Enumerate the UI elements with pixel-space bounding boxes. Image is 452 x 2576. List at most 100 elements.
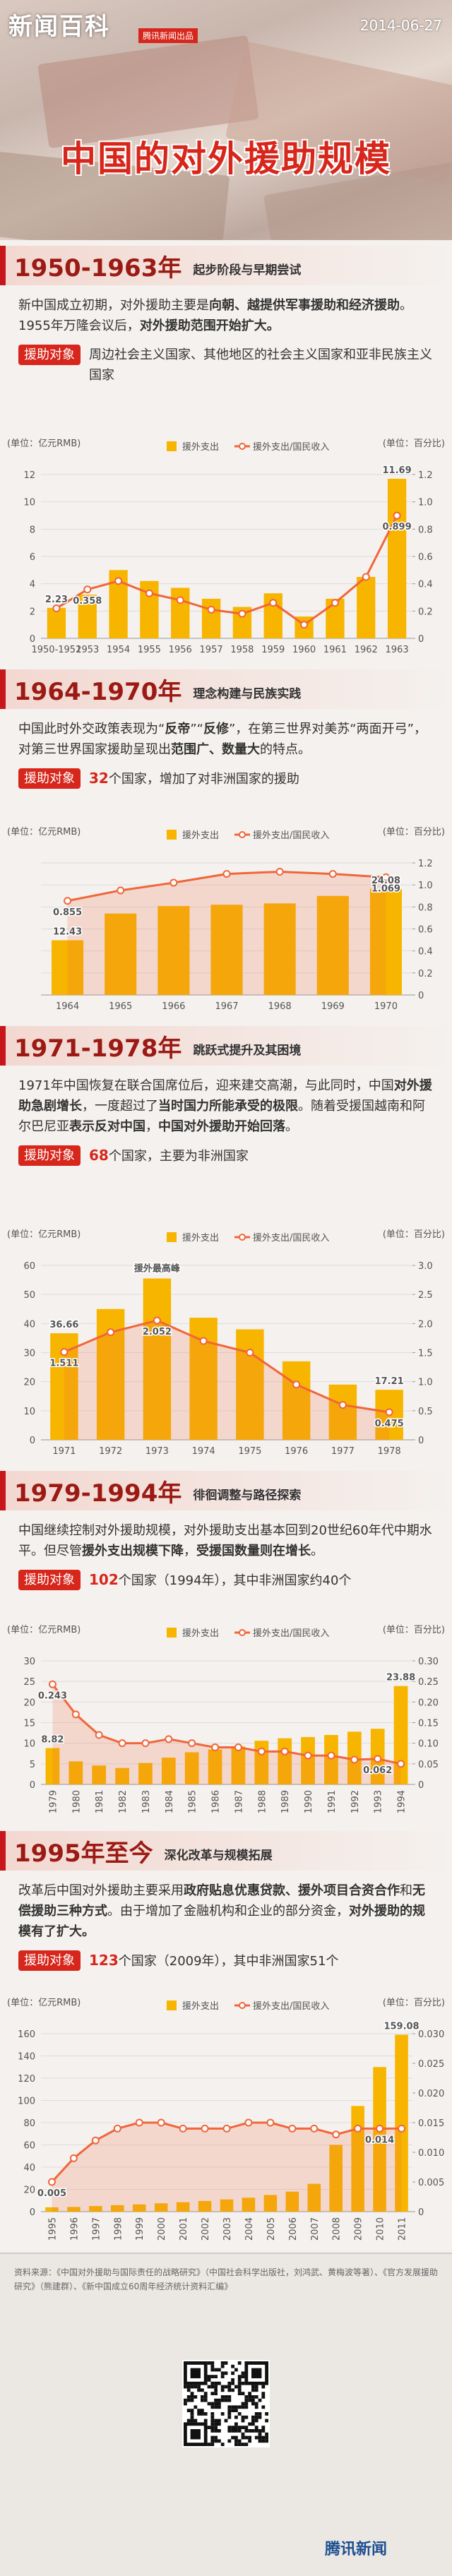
- y2-tick-label: 1.2: [418, 470, 433, 481]
- bar: [132, 2204, 146, 2212]
- x-tick-label: 1968: [268, 1001, 292, 1012]
- qr-cell: [254, 2412, 258, 2416]
- qr-cell: [218, 2422, 221, 2426]
- y-tick-label: 12: [23, 470, 35, 481]
- qr-cell: [231, 2435, 234, 2440]
- target-row: 援助对象 123个国家（2009年），其中非洲国家51个: [0, 1946, 452, 1976]
- bar: [201, 598, 221, 638]
- bar: [157, 906, 190, 995]
- qr-cell: [218, 2402, 221, 2406]
- qr-cell: [251, 2402, 255, 2406]
- line-point: [48, 1680, 56, 1688]
- text-run: 援外支出规模下降: [82, 1544, 184, 1558]
- tag: 援助对象: [18, 1145, 81, 1166]
- qr-cell: [241, 2432, 245, 2436]
- qr-cell: [237, 2426, 242, 2429]
- bar: [351, 2106, 364, 2212]
- qr-cell: [261, 2405, 266, 2409]
- x-tick-label: 1959: [261, 645, 285, 655]
- line-point: [60, 1348, 69, 1356]
- qr-cell: [248, 2398, 251, 2402]
- text-run: 改革后中国对外援助主要采用: [18, 1883, 184, 1898]
- line-point: [52, 604, 61, 612]
- qr-cell: [254, 2415, 258, 2419]
- sections: 1950-1963年 起步阶段与早期尝试 新中国成立初期，对外援助主要是向朝、越提供…: [0, 240, 452, 2253]
- qr-cell: [258, 2412, 262, 2416]
- x-tick-label: 2004: [244, 2217, 255, 2241]
- line-area: [64, 1320, 390, 1440]
- target-row: 援助对象 102个国家（1994年），其中非洲国家约40个: [0, 1566, 452, 1595]
- bar: [45, 1748, 60, 1784]
- qr-cell: [194, 2419, 198, 2423]
- qr-cell: [214, 2368, 218, 2372]
- qr-cell: [210, 2426, 215, 2429]
- text-run: 周边社会主义国家、其他地区的社会主义国家和亚非民族主义国家: [89, 347, 432, 383]
- qr-cell: [190, 2415, 194, 2419]
- qr-cell: [227, 2429, 232, 2433]
- data-label: 2.23: [45, 595, 68, 605]
- bar: [52, 940, 84, 995]
- qr-cell: [203, 2395, 208, 2399]
- qr-cell: [231, 2426, 234, 2429]
- bar: [111, 2205, 124, 2212]
- qr-cell: [237, 2405, 242, 2409]
- line-point: [64, 897, 72, 905]
- y2-tick-label: 2.5: [418, 1290, 433, 1301]
- x-tick-label: 1956: [169, 645, 192, 655]
- section-title: 1964-1970年: [14, 677, 182, 706]
- qr-cell: [203, 2398, 208, 2402]
- text-run: 政府贴息优惠贷款、援外项目合资合作: [184, 1883, 400, 1898]
- qr-cell: [241, 2426, 245, 2429]
- qr-cell: [254, 2429, 258, 2433]
- qr-cell: [237, 2381, 242, 2385]
- x-tick-label: 1960: [292, 645, 316, 655]
- bar: [69, 1761, 83, 1784]
- bar: [89, 2206, 102, 2212]
- text-run: 。1955年万隆会议后，: [18, 298, 412, 333]
- line-point: [211, 1743, 220, 1751]
- y-tick-label: 0: [30, 1436, 35, 1446]
- qr-cell: [224, 2371, 228, 2375]
- legend-label: 援外支出: [182, 830, 219, 841]
- qr-cell: [237, 2375, 242, 2378]
- x-tick-label: 1962: [355, 645, 378, 655]
- section-header: 1964-1970年 理念构建与民族实践: [0, 669, 452, 709]
- y2-tick-label: 0.030: [418, 2029, 444, 2040]
- text-run: 对外援助范围开始扩大。: [139, 318, 280, 333]
- bar: [220, 2199, 234, 2212]
- qr-cell: [224, 2395, 228, 2399]
- x-tick-label: 1955: [138, 645, 161, 655]
- data-label: 12.43: [53, 927, 82, 938]
- line-point: [257, 1747, 266, 1755]
- text-run: 的特点。: [260, 742, 311, 757]
- bar: [393, 1686, 408, 1784]
- qr-cell: [231, 2429, 234, 2433]
- qr-cell: [184, 2385, 187, 2389]
- data-label: 17.21: [375, 1376, 404, 1387]
- data-label: 0.005: [37, 2188, 66, 2199]
- bar: [357, 577, 376, 638]
- x-tick-label: 1984: [165, 1790, 175, 1813]
- y-tick-label: 8: [30, 525, 35, 535]
- x-tick-label: 1964: [56, 1001, 79, 1012]
- qr-cell: [241, 2402, 245, 2406]
- qr-cell: [184, 2402, 187, 2406]
- y2-axis-label: (单位：百分比): [383, 1998, 445, 2008]
- qr-cell: [234, 2426, 238, 2429]
- text-run: 个国家，增加了对非洲国家的援助: [108, 772, 299, 787]
- text-run: 对外援助急剧增长: [18, 1078, 432, 1114]
- qr-cell: [186, 2409, 191, 2412]
- y-axis-label: (单位：亿元RMB): [7, 827, 81, 837]
- qr-cell: [186, 2398, 191, 2402]
- line-point: [292, 1381, 301, 1389]
- y2-tick-label: 0: [418, 634, 424, 645]
- qr-cell: [265, 2419, 268, 2423]
- qr-cell: [201, 2412, 204, 2416]
- data-label: 24.08: [371, 876, 400, 886]
- text-run: 。由于增加了金融机构和企业的部分资金，: [107, 1904, 349, 1919]
- y-tick-label: 2: [30, 607, 35, 617]
- y2-tick-label: 0.6: [418, 552, 433, 563]
- text-run: 。: [285, 1119, 298, 1134]
- section-header: 1979-1994年 徘徊调整与路径探索: [0, 1471, 452, 1510]
- qr-cell: [254, 2405, 258, 2409]
